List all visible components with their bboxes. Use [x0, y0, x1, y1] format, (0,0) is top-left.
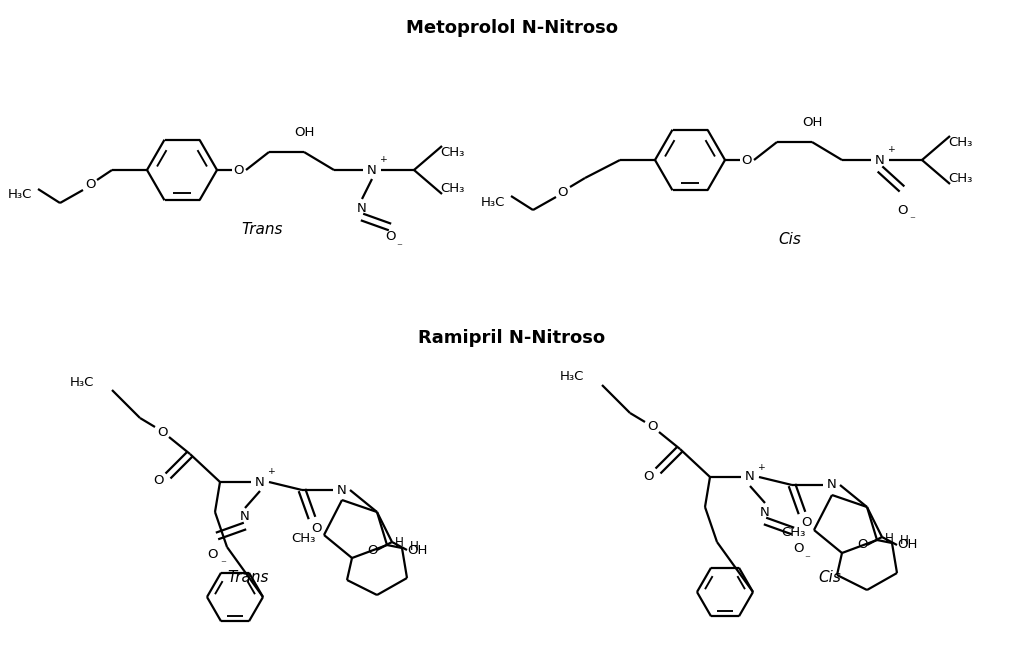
Text: +: + — [267, 467, 274, 477]
Text: CH₃: CH₃ — [292, 532, 316, 545]
Text: Ramipril N-Nitroso: Ramipril N-Nitroso — [419, 329, 605, 347]
Text: N: N — [357, 201, 367, 214]
Text: ⁻: ⁻ — [220, 559, 226, 569]
Text: Cis: Cis — [778, 232, 802, 248]
Text: O: O — [154, 475, 164, 487]
Text: N: N — [368, 164, 377, 177]
Text: O: O — [897, 203, 907, 216]
Text: H₃C: H₃C — [70, 375, 94, 389]
Text: OH: OH — [802, 115, 822, 128]
Text: H: H — [410, 540, 419, 553]
Text: N: N — [255, 475, 265, 489]
Text: CH₃: CH₃ — [440, 181, 464, 195]
Text: +: + — [379, 156, 387, 164]
Text: H₃C: H₃C — [480, 195, 505, 209]
Text: N: N — [240, 510, 250, 524]
Text: ⁻: ⁻ — [909, 215, 915, 225]
Text: OH: OH — [407, 544, 427, 557]
Text: O: O — [644, 469, 654, 483]
Text: N: N — [827, 479, 837, 491]
Text: CH₃: CH₃ — [948, 171, 972, 185]
Text: +: + — [887, 146, 895, 154]
Text: H: H — [899, 534, 908, 547]
Text: Trans: Trans — [227, 571, 268, 585]
Text: H₃C: H₃C — [560, 371, 584, 383]
Text: N: N — [760, 506, 770, 518]
Text: O: O — [157, 426, 167, 438]
Text: CH₃: CH₃ — [781, 526, 806, 540]
Text: O: O — [85, 179, 95, 191]
Text: O: O — [741, 154, 753, 167]
Text: N: N — [745, 471, 755, 483]
Text: Trans: Trans — [242, 222, 283, 238]
Text: Metoprolol N-Nitroso: Metoprolol N-Nitroso — [406, 19, 618, 37]
Text: O: O — [311, 522, 323, 534]
Text: H: H — [394, 536, 403, 549]
Text: CH₃: CH₃ — [948, 136, 972, 148]
Text: O: O — [857, 538, 867, 551]
Text: O: O — [367, 544, 377, 557]
Text: H: H — [885, 532, 893, 545]
Text: H₃C: H₃C — [7, 189, 32, 201]
Text: O: O — [802, 516, 812, 530]
Text: ⁻: ⁻ — [396, 242, 402, 252]
Text: CH₃: CH₃ — [440, 146, 464, 158]
Text: +: + — [757, 463, 765, 471]
Text: OH: OH — [294, 126, 314, 138]
Text: O: O — [647, 420, 657, 434]
Text: Cis: Cis — [818, 571, 842, 585]
Text: O: O — [233, 164, 245, 177]
Text: O: O — [558, 185, 568, 199]
Text: OH: OH — [897, 538, 918, 551]
Text: ⁻: ⁻ — [804, 554, 810, 564]
Text: N: N — [876, 154, 885, 167]
Text: N: N — [337, 483, 347, 496]
Text: O: O — [793, 542, 803, 555]
Text: O: O — [207, 547, 217, 561]
Text: O: O — [385, 230, 395, 242]
